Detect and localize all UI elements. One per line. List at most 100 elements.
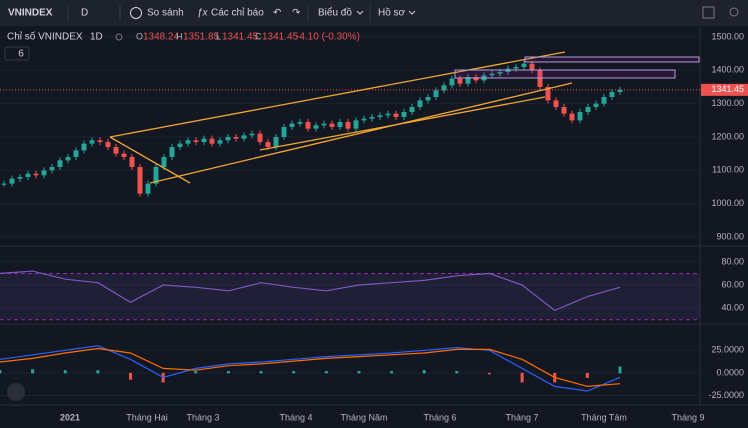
candle (577, 112, 583, 121)
symbol-button[interactable]: VNINDEX (8, 8, 53, 19)
compare-button[interactable]: So sánh (147, 8, 184, 19)
legend-name: Chỉ số VNINDEX (7, 31, 83, 43)
candle (25, 173, 31, 177)
candle (97, 140, 103, 142)
macd-histogram (0, 370, 2, 374)
candle (209, 138, 215, 144)
legend-key: C (255, 31, 262, 41)
indicators-button[interactable]: Các chỉ báo (211, 7, 264, 19)
dropdown-arrow (356, 10, 364, 15)
y-tick-label: 25.0000 (711, 345, 744, 355)
fullscreen-button[interactable] (702, 6, 715, 19)
candle (233, 137, 239, 139)
candle (417, 100, 423, 107)
candle (489, 73, 495, 76)
candle (457, 78, 463, 84)
chart-type-button[interactable]: Biểu đồ (318, 7, 352, 19)
candle (409, 107, 415, 112)
macd-histogram (455, 371, 459, 374)
candle (169, 147, 175, 157)
legend-key: L (216, 31, 221, 41)
candle (49, 167, 55, 171)
macd-histogram (63, 370, 67, 374)
macd-histogram (129, 372, 133, 380)
candle (113, 147, 119, 154)
x-tick-label: Tháng 3 (186, 412, 219, 422)
rsi-line (0, 270, 621, 312)
x-tick-label: Tháng 7 (505, 412, 538, 422)
macd-histogram (390, 371, 394, 374)
macd-histogram (226, 371, 230, 374)
candle (529, 63, 535, 71)
toolbar (0, 0, 748, 26)
y-tick-label: -25.0000 (708, 390, 744, 400)
macd-histogram (618, 366, 622, 374)
profile-button[interactable]: Hồ sơ (378, 7, 406, 19)
y-tick-label: 1200.00 (711, 131, 744, 141)
candle (177, 143, 183, 147)
y-tick-label: 1300.00 (711, 98, 744, 108)
interval-button[interactable]: D (81, 8, 88, 19)
candle (313, 125, 319, 129)
candle (41, 170, 47, 176)
signal-line (0, 347, 621, 388)
x-tick-label: Tháng 9 (671, 412, 704, 422)
legend-close: 1341.45 (262, 32, 299, 43)
candle (121, 153, 127, 157)
candle (193, 140, 199, 142)
candle (401, 112, 407, 117)
macd-histogram (357, 371, 361, 374)
candle (257, 133, 263, 142)
redo-button[interactable]: ↷ (292, 8, 301, 19)
y-tick-label: 0.0000 (716, 367, 744, 377)
candle (217, 140, 223, 144)
candle (273, 137, 279, 147)
candle (585, 107, 591, 112)
macd-histogram (194, 371, 198, 374)
x-tick-label: Tháng Năm (340, 412, 387, 422)
candle (545, 87, 551, 101)
candle (553, 100, 559, 107)
trendline (149, 82, 573, 184)
candle (449, 78, 455, 86)
macd-histogram (520, 372, 524, 383)
trendline (259, 96, 546, 151)
candle (201, 138, 207, 142)
candle (17, 177, 23, 179)
candle (289, 123, 295, 127)
y-tick-label: 1000.00 (711, 198, 744, 208)
camera-button[interactable] (729, 7, 739, 17)
y-tick-label: 80.00 (721, 256, 744, 266)
candle (321, 123, 327, 126)
x-tick-label: Tháng Hai (126, 412, 168, 422)
candle (1, 183, 7, 185)
indicator-badge[interactable] (4, 46, 30, 61)
macd-histogram (324, 371, 328, 374)
candle (305, 122, 311, 129)
candle (393, 113, 399, 117)
y-tick-label: 1500.00 (711, 31, 744, 41)
candle (369, 117, 375, 119)
indicator-count: 6 (18, 49, 24, 60)
legend-key: O (136, 31, 143, 41)
x-tick-label: Tháng 6 (423, 412, 456, 422)
y-tick-label: 40.00 (721, 303, 744, 313)
candle (465, 77, 471, 84)
trendlines (109, 51, 573, 184)
candle (345, 122, 351, 129)
candle (337, 122, 343, 127)
rsi-band (0, 273, 700, 320)
y-tick-label: 900.00 (716, 231, 744, 241)
candle (57, 160, 63, 167)
candle (361, 118, 367, 121)
last-price-label: 1341.45 (711, 84, 744, 94)
candle (433, 90, 439, 97)
legend-toggle[interactable] (115, 33, 123, 41)
trendline (109, 51, 566, 138)
candle (377, 115, 383, 117)
undo-button[interactable]: ↶ (273, 8, 281, 19)
candle (9, 178, 15, 184)
candle (185, 140, 191, 144)
candle (609, 92, 615, 97)
